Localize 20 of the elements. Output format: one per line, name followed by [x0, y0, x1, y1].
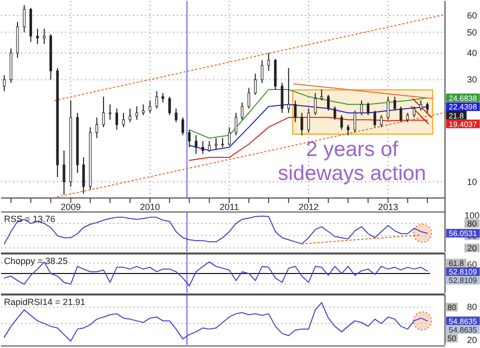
chart-title: Choppy = 38.25: [4, 256, 68, 266]
y-tick-label: 100: [464, 210, 480, 220]
x-tick-label: 2011: [220, 202, 239, 212]
y-tick-label: 40: [466, 48, 478, 58]
y-tick-label: 80: [467, 218, 477, 228]
y-tick-label: 20: [467, 242, 477, 253]
y-tick-label: 10: [466, 176, 478, 187]
annotation: 2 years of sideways action: [278, 138, 426, 185]
x-tick-label: 2009: [60, 202, 81, 212]
chart-title: RapidRSI14 = 21.91: [4, 297, 86, 307]
y-tick-label: 20: [466, 335, 478, 346]
x-tick-label: 2012: [298, 202, 319, 212]
x-tick-label: 2013: [378, 202, 398, 212]
y-tick-label: 50: [466, 27, 478, 38]
y-tick-label: 60: [466, 10, 478, 20]
x-tick-label: 2010: [140, 202, 160, 212]
chart-title: RSS = 13.76: [4, 214, 56, 224]
y-tick-label: 30: [466, 74, 478, 85]
y-tick-label: 80: [466, 302, 478, 312]
y-tick-label: 60: [466, 260, 478, 270]
